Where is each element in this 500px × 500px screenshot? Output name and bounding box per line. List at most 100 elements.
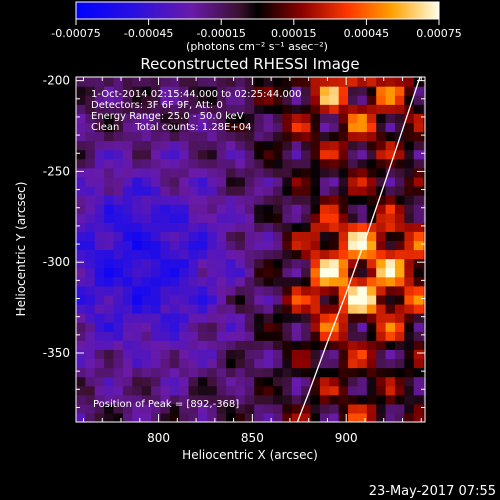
heatmap-cell <box>76 167 86 178</box>
heatmap-cell <box>104 158 115 169</box>
heatmap-cell <box>319 412 330 422</box>
heatmap-cell <box>385 385 396 396</box>
heatmap-cell <box>319 104 330 114</box>
heatmap-cell <box>319 77 330 87</box>
heatmap-cell <box>301 367 312 378</box>
heatmap-cell <box>423 140 425 151</box>
heatmap-cell <box>94 167 105 178</box>
heatmap-cell <box>329 176 340 187</box>
heatmap-cell <box>188 367 199 378</box>
heatmap-cell <box>254 213 265 223</box>
heatmap-cell <box>329 394 340 405</box>
heatmap-cell <box>169 340 180 350</box>
heatmap-cell <box>216 158 227 169</box>
heatmap-cell <box>132 394 143 405</box>
heatmap-cell <box>76 122 86 133</box>
heatmap-cell <box>291 176 302 187</box>
heatmap-cell <box>216 385 227 396</box>
chart-title: Reconstructed RHESSI Image <box>140 55 359 73</box>
heatmap-cell <box>113 113 124 123</box>
heatmap-cell <box>197 95 208 105</box>
heatmap-cell <box>348 340 359 350</box>
heatmap-cell <box>169 222 180 232</box>
heatmap-cell <box>160 231 171 242</box>
heatmap-cell <box>132 294 143 305</box>
heatmap-cell <box>197 204 208 214</box>
heatmap-cell <box>141 376 152 387</box>
heatmap-cell <box>357 322 368 332</box>
heatmap-cell <box>301 122 312 133</box>
heatmap-cell <box>216 104 227 114</box>
heatmap-cell <box>207 385 218 396</box>
heatmap-cell <box>254 285 265 296</box>
heatmap-cell <box>216 149 227 160</box>
heatmap-cell <box>301 267 312 278</box>
heatmap-cell <box>132 222 143 232</box>
heatmap-cell <box>282 167 293 178</box>
heatmap-cell <box>338 313 349 323</box>
heatmap-cell <box>376 176 387 187</box>
heatmap-cell <box>85 77 96 87</box>
peak-position-label: Position of Peak = [892,-368] <box>93 399 239 410</box>
heatmap-cell <box>122 267 133 278</box>
heatmap-cell <box>319 331 330 341</box>
heatmap-cell <box>291 113 302 123</box>
heatmap-cell <box>244 86 255 96</box>
heatmap-cell <box>319 394 330 405</box>
heatmap-cell <box>319 267 330 278</box>
heatmap-cell <box>216 394 227 405</box>
heatmap-cell <box>273 249 283 260</box>
heatmap-cell <box>263 331 274 341</box>
heatmap-cell <box>263 104 274 114</box>
heatmap-cell <box>188 86 199 96</box>
heatmap-cell <box>207 195 218 205</box>
heatmap-cell <box>104 231 115 242</box>
heatmap-cell <box>301 231 312 242</box>
heatmap-cell <box>113 340 124 350</box>
heatmap-cell <box>254 195 265 205</box>
heatmap-cell <box>94 258 105 269</box>
heatmap-cell <box>338 303 349 314</box>
heatmap-cell <box>394 104 405 114</box>
heatmap-cell <box>282 367 293 378</box>
heatmap-cell <box>423 231 425 242</box>
heatmap-cell <box>85 104 96 114</box>
heatmap-cell <box>85 222 96 232</box>
heatmap-cell <box>122 95 133 105</box>
heatmap-cell <box>319 340 330 350</box>
heatmap-cell <box>160 176 171 187</box>
heatmap-cell <box>169 303 180 314</box>
heatmap-cell <box>357 95 368 105</box>
heatmap-cell <box>244 285 255 296</box>
heatmap-cell <box>329 340 340 350</box>
heatmap-cell <box>226 122 237 133</box>
heatmap-cell <box>301 195 312 205</box>
heatmap-cell <box>151 303 162 314</box>
heatmap-cell <box>244 358 255 369</box>
heatmap-cell <box>226 322 237 332</box>
heatmap-cell <box>423 367 425 378</box>
heatmap-cell <box>141 213 152 223</box>
heatmap-cell <box>385 285 396 296</box>
timestamp: 23-May-2017 07:55 <box>369 484 496 499</box>
heatmap-cell <box>301 358 312 369</box>
heatmap-cell <box>413 86 424 96</box>
heatmap-cell <box>235 140 246 151</box>
heatmap-cell <box>76 149 86 160</box>
heatmap-cell <box>329 249 340 260</box>
heatmap-cell <box>357 86 368 96</box>
heatmap-cell <box>310 167 321 178</box>
heatmap-cell <box>151 204 162 214</box>
heatmap-cell <box>263 313 274 323</box>
heatmap-cell <box>301 149 312 160</box>
heatmap-cell <box>385 204 396 214</box>
heatmap-cell <box>141 158 152 169</box>
heatmap-cell <box>160 303 171 314</box>
heatmap-cell <box>244 303 255 314</box>
heatmap-cell <box>329 240 340 251</box>
heatmap-cell <box>94 113 105 123</box>
heatmap-cell <box>366 276 377 287</box>
heatmap-cell <box>319 313 330 323</box>
heatmap-cell <box>244 276 255 287</box>
heatmap-cell <box>282 122 293 133</box>
